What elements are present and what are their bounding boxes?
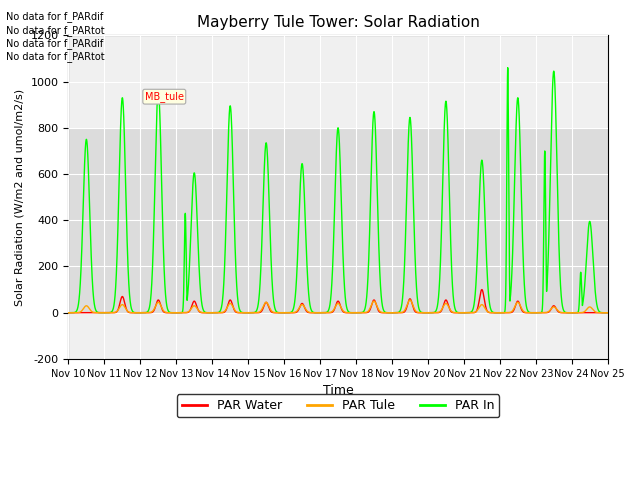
X-axis label: Time: Time xyxy=(323,384,353,397)
Y-axis label: Solar Radiation (W/m2 and umol/m2/s): Solar Radiation (W/m2 and umol/m2/s) xyxy=(15,89,25,306)
Bar xyxy=(68,128,608,312)
Text: MB_tule: MB_tule xyxy=(145,91,184,102)
Text: No data for f_PARdif: No data for f_PARdif xyxy=(6,11,104,22)
Text: No data for f_PARtot: No data for f_PARtot xyxy=(6,51,105,62)
Title: Mayberry Tule Tower: Solar Radiation: Mayberry Tule Tower: Solar Radiation xyxy=(196,15,479,30)
Text: No data for f_PARdif: No data for f_PARdif xyxy=(6,38,104,49)
Legend: PAR Water, PAR Tule, PAR In: PAR Water, PAR Tule, PAR In xyxy=(177,395,499,418)
Text: No data for f_PARtot: No data for f_PARtot xyxy=(6,24,105,36)
